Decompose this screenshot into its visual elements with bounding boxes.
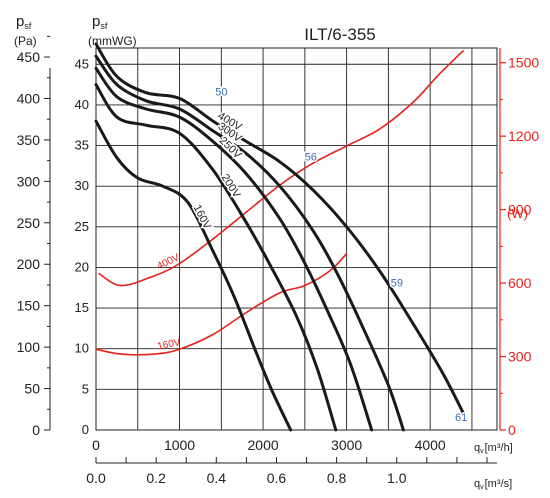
- pressure-curve-label: 160V: [191, 203, 214, 232]
- pressure-curve-400V: [94, 42, 466, 416]
- grid: [95, 47, 498, 431]
- x2-tick-label: 1.0: [387, 470, 407, 486]
- mmwg-tick-label: 5: [82, 381, 89, 396]
- x2-axis-title: qv[m³/s]: [474, 478, 512, 491]
- pa-tick-label: 300: [17, 173, 41, 189]
- x2-tick-label: 0.2: [146, 470, 166, 486]
- chart-title: ILT/6-355: [304, 25, 376, 44]
- pa-tick-label: 200: [17, 256, 41, 272]
- power-tick-label: 300: [508, 349, 532, 365]
- mmwg-tick-label: 15: [75, 300, 89, 315]
- mmwg-tick-label: 20: [75, 259, 89, 274]
- x-tick-label: 0: [92, 437, 100, 453]
- pa-tick-label: 450: [17, 49, 41, 65]
- pressure-curves: [94, 42, 466, 432]
- mmwg-axis-title: psf: [92, 13, 108, 31]
- mmwg-tick-label: 30: [75, 178, 89, 193]
- x-tick-label: 1000: [164, 437, 195, 453]
- power-tick-label: 1500: [508, 55, 539, 71]
- pa-tick-label: 400: [17, 90, 41, 106]
- power-curves: [95, 49, 465, 356]
- mmwg-axis-unit: (mmWG): [88, 34, 137, 48]
- power-tick-label: 900: [508, 202, 532, 218]
- pa-tick-label: 0: [32, 422, 40, 438]
- axes: 0510152025303540450501001502002503003504…: [17, 35, 539, 486]
- x-tick-label: 2000: [248, 437, 279, 453]
- x2-tick-label: 0.8: [327, 470, 347, 486]
- pa-tick-label: 100: [17, 339, 41, 355]
- power-tick-label: 1200: [508, 128, 539, 144]
- mmwg-tick-label: 35: [75, 138, 89, 153]
- power-tick-label: 600: [508, 275, 532, 291]
- pressure-curve-250V: [94, 66, 374, 432]
- pressure-curve-300V: [94, 54, 405, 432]
- x2-tick-label: 0.0: [86, 470, 106, 486]
- mmwg-tick-label: 25: [75, 219, 89, 234]
- pa-tick-label: 150: [17, 298, 41, 314]
- x-tick-label: 3000: [331, 437, 362, 453]
- mmwg-tick-label: 40: [75, 97, 89, 112]
- mmwg-tick-label: 10: [75, 341, 89, 356]
- pa-axis-title: psf: [16, 13, 32, 31]
- x2-tick-label: 0.4: [207, 470, 227, 486]
- power-tick-label: 0: [508, 422, 516, 438]
- plot-frame: [95, 47, 498, 431]
- efficiency-point-label: 50: [215, 87, 227, 99]
- mmwg-tick-label: 0: [82, 422, 89, 437]
- pressure-curve-160V: [94, 119, 293, 432]
- x-axis-title: qv[m³/h]: [474, 442, 513, 455]
- pa-tick-label: 50: [24, 381, 40, 397]
- power-curve-400V: [98, 49, 465, 287]
- power-curve-label: 160V: [156, 337, 181, 352]
- power-curve-160V: [95, 253, 348, 356]
- x-tick-label: 4000: [415, 437, 446, 453]
- mmwg-tick-label: 45: [75, 56, 89, 71]
- pa-tick-label: 250: [17, 215, 41, 231]
- power-axis-unit: (W): [507, 206, 528, 221]
- pressure-curve-200V: [94, 83, 338, 432]
- pa-tick-label: 350: [17, 132, 41, 148]
- efficiency-point-label: 56: [305, 152, 317, 164]
- x2-tick-label: 0.6: [267, 470, 287, 486]
- efficiency-point-label: 59: [391, 278, 403, 290]
- pa-axis-unit: (Pa): [14, 34, 37, 48]
- efficiency-point-label: 61: [455, 412, 467, 424]
